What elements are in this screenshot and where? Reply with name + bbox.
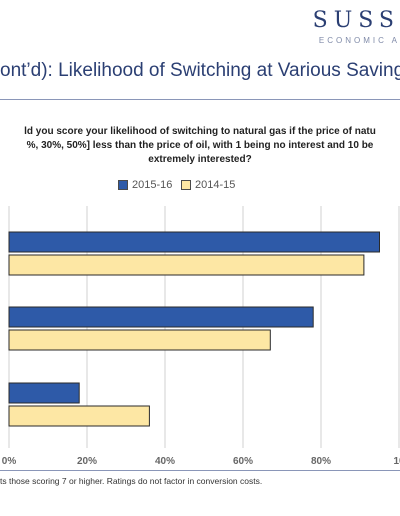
legend-item-series-1: 2015-16 <box>118 179 172 191</box>
x-tick-label: 40% <box>155 456 175 467</box>
bar-series-2-3 <box>8 405 150 427</box>
question-line-2: %, 30%, 50%] less than the price of oil,… <box>26 140 374 151</box>
bar-chart: 0% 20% 40% 60% 80% 10 <box>2 206 400 467</box>
bar-series-1-1 <box>8 231 380 253</box>
legend-label-series-1: 2015-16 <box>132 179 173 191</box>
x-tick-label: 60% <box>233 456 253 467</box>
bar-series-2-2 <box>8 329 271 351</box>
title-divider <box>0 99 400 100</box>
slide-title: ont’d): Likelihood of Switching at Vario… <box>0 60 400 81</box>
bar-series-1-3 <box>8 382 80 404</box>
brand-tagline: ECONOMIC A <box>318 36 400 45</box>
brand-logo: SUSS <box>312 8 400 33</box>
legend-swatch-series-1 <box>118 180 128 190</box>
x-tick-label: 80% <box>311 456 331 467</box>
question-line-1: ld you score your likelihood of switchin… <box>24 126 376 137</box>
legend-item-series-2: 2014-15 <box>181 179 235 191</box>
footnote: ts those scoring 7 or higher. Ratings do… <box>0 476 263 486</box>
bar-series-2-1 <box>8 254 365 276</box>
bar-series-1-2 <box>8 306 314 328</box>
legend-swatch-series-2 <box>181 180 191 190</box>
question-line-3: extremely interested? <box>148 154 252 165</box>
footer-divider <box>0 470 400 471</box>
x-tick-label: 20% <box>77 456 97 467</box>
x-tick-label: 10 <box>393 456 400 467</box>
legend-label-series-2: 2014-15 <box>195 179 236 191</box>
x-tick-label: 0% <box>2 456 17 467</box>
